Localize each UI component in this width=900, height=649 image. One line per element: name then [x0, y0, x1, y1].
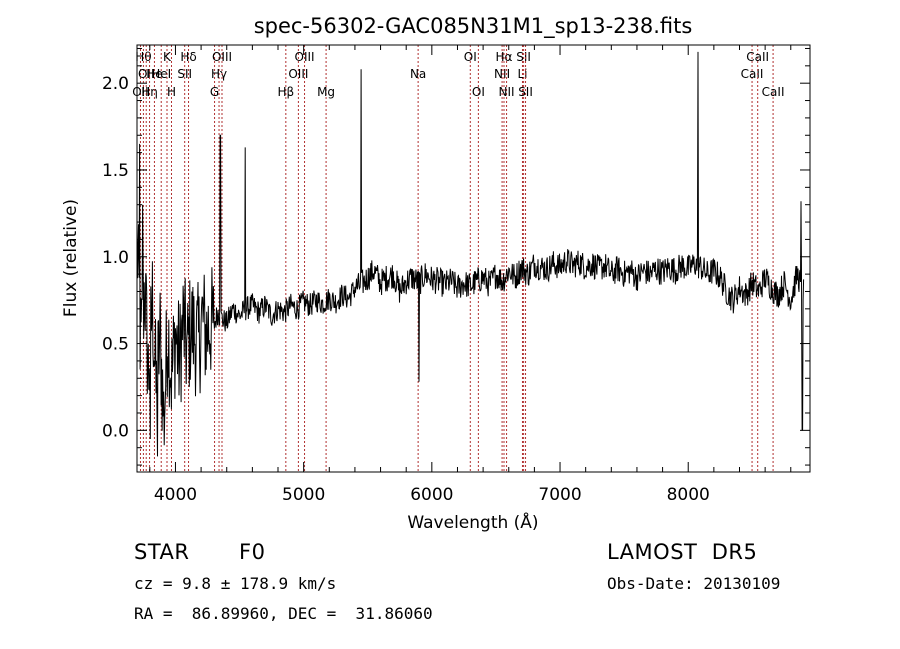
- marker-label: OIII: [288, 67, 308, 81]
- coordinates-text: RA = 86.89960, DEC = 31.86060: [134, 604, 433, 623]
- marker-label: OI: [464, 50, 477, 64]
- marker-label: OIII: [212, 50, 232, 64]
- x-tick-label: 4000: [154, 485, 197, 505]
- chart-title: spec-56302-GAC085N31M1_sp13-238.fits: [254, 14, 693, 39]
- marker-label: He: [146, 67, 162, 81]
- object-class: STAR: [134, 540, 190, 564]
- x-tick-label: 8000: [667, 485, 710, 505]
- marker-label: OI: [472, 85, 485, 99]
- marker-label: CaII: [741, 67, 764, 81]
- marker-label: SII: [516, 50, 531, 64]
- marker-label: Mg: [317, 85, 335, 99]
- y-tick-label: 1.0: [102, 248, 129, 268]
- marker-label: OII: [132, 85, 149, 99]
- y-tick-label: 0.0: [102, 421, 129, 441]
- marker-label: Hβ: [277, 85, 294, 99]
- marker-label: NII: [499, 85, 515, 99]
- marker-label: SII: [518, 85, 533, 99]
- marker-label: OIII: [295, 50, 315, 64]
- obs-date-text: Obs-Date: 20130109: [607, 574, 781, 593]
- marker-label: NII: [494, 67, 510, 81]
- marker-label: Hθ: [135, 50, 151, 64]
- spectrum-series: [136, 51, 805, 457]
- x-tick-label: 7000: [538, 485, 581, 505]
- x-tick-label: 6000: [410, 485, 453, 505]
- marker-label: Hγ: [211, 67, 227, 81]
- marker-label: K: [163, 50, 172, 64]
- x-axis: 4000 5000 6000 7000 8000: [149, 45, 792, 505]
- marker-label: OII: [138, 67, 155, 81]
- marker-label: Hα: [496, 50, 513, 64]
- marker-label: Li: [517, 67, 527, 81]
- marker-label: HeI: [151, 67, 171, 81]
- y-axis: 0.0 0.5 1.0 1.5 2.0: [102, 47, 810, 466]
- spectrum-line: [136, 51, 805, 457]
- y-axis-label: Flux (relative): [61, 199, 81, 317]
- marker-label: Hδ: [180, 50, 196, 64]
- marker-label: H: [167, 85, 176, 99]
- line-markers: OIIHθOIIHηHeHeIKHSIIHδGHγOIIIHβOIIIOIIIM…: [132, 45, 784, 472]
- survey-name: LAMOST DR5: [607, 540, 758, 564]
- marker-label: Hη: [141, 85, 158, 99]
- marker-label: CaII: [762, 85, 785, 99]
- marker-label: CaII: [746, 50, 769, 64]
- object-subclass: F0: [239, 540, 266, 564]
- x-axis-label: Wavelength (Å): [407, 511, 538, 533]
- marker-label: Na: [410, 67, 426, 81]
- plot-frame: [136, 44, 811, 473]
- y-tick-label: 1.5: [102, 161, 129, 181]
- redshift-text: cz = 9.8 ± 178.9 km/s: [134, 574, 337, 593]
- marker-label: SII: [177, 67, 192, 81]
- marker-label: G: [210, 85, 219, 99]
- y-tick-label: 2.0: [102, 74, 129, 94]
- y-tick-label: 0.5: [102, 335, 129, 355]
- x-tick-label: 5000: [282, 485, 325, 505]
